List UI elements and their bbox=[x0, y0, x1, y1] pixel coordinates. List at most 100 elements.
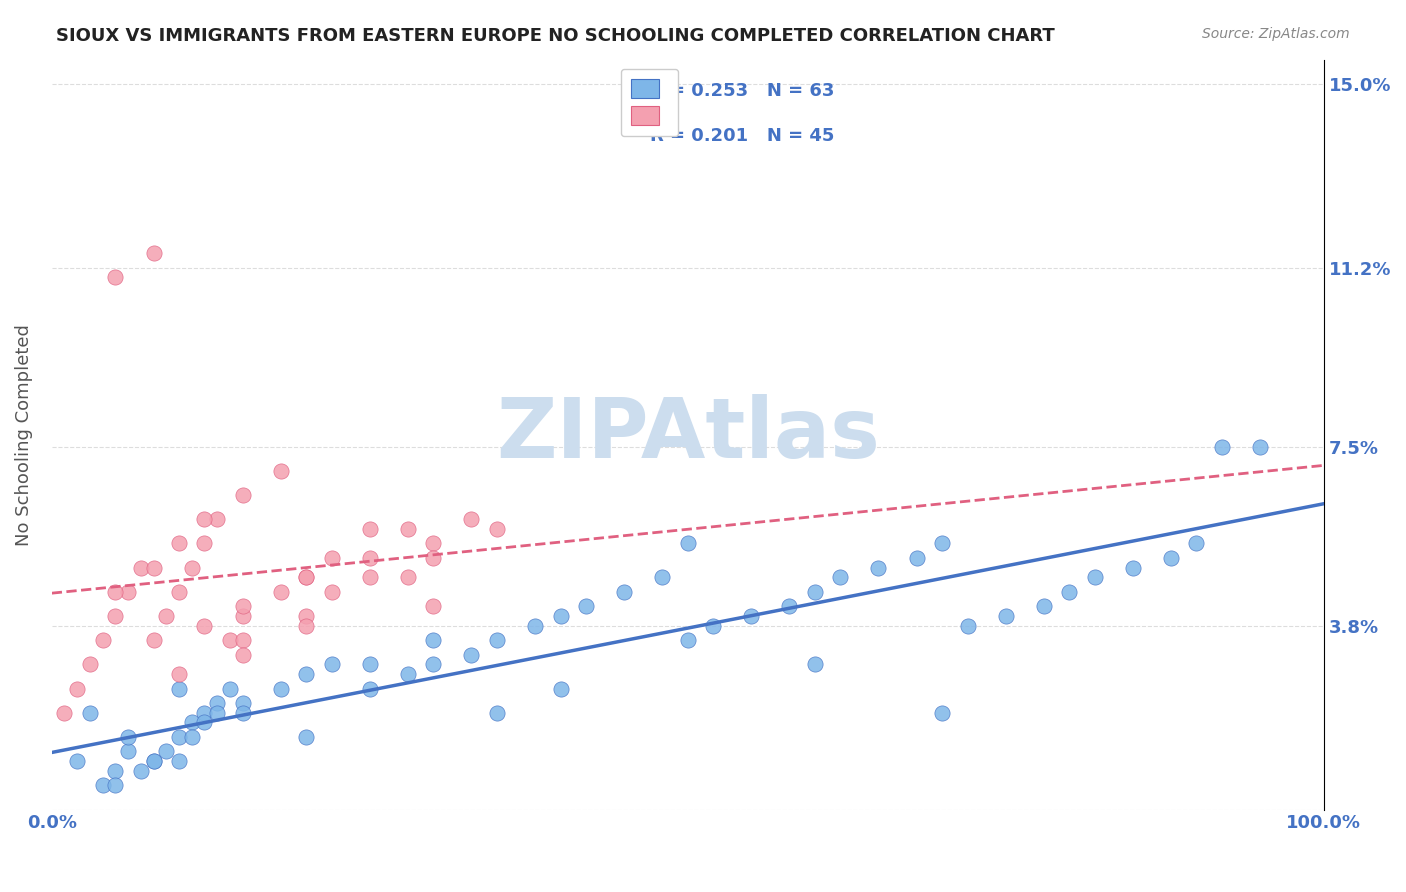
Point bbox=[231, 609, 253, 624]
Point bbox=[396, 667, 419, 681]
Point bbox=[167, 681, 190, 696]
Point bbox=[702, 618, 724, 632]
Point bbox=[142, 560, 165, 574]
Point bbox=[460, 512, 482, 526]
Point bbox=[79, 706, 101, 720]
Point bbox=[231, 599, 253, 614]
Point bbox=[905, 551, 928, 566]
Point bbox=[396, 570, 419, 584]
Text: R = 0.201   N = 45: R = 0.201 N = 45 bbox=[650, 127, 834, 145]
Point bbox=[155, 744, 177, 758]
Point bbox=[142, 246, 165, 260]
Point bbox=[167, 754, 190, 768]
Point bbox=[104, 270, 127, 285]
Point bbox=[117, 584, 139, 599]
Point bbox=[778, 599, 800, 614]
Point bbox=[270, 464, 292, 478]
Point bbox=[485, 706, 508, 720]
Point bbox=[321, 657, 343, 672]
Point bbox=[460, 648, 482, 662]
Text: SIOUX VS IMMIGRANTS FROM EASTERN EUROPE NO SCHOOLING COMPLETED CORRELATION CHART: SIOUX VS IMMIGRANTS FROM EASTERN EUROPE … bbox=[56, 27, 1054, 45]
Point bbox=[550, 609, 572, 624]
Point bbox=[676, 633, 699, 648]
Point bbox=[193, 618, 215, 632]
Point bbox=[193, 512, 215, 526]
Point bbox=[129, 560, 152, 574]
Point bbox=[295, 618, 318, 632]
Point bbox=[422, 657, 444, 672]
Point bbox=[295, 667, 318, 681]
Point bbox=[575, 599, 598, 614]
Point bbox=[295, 609, 318, 624]
Text: ZIPAtlas: ZIPAtlas bbox=[496, 394, 880, 475]
Point bbox=[740, 609, 762, 624]
Point bbox=[931, 536, 953, 550]
Point bbox=[104, 584, 127, 599]
Point bbox=[104, 609, 127, 624]
Point bbox=[205, 696, 228, 710]
Point bbox=[422, 536, 444, 550]
Point bbox=[651, 570, 673, 584]
Point bbox=[167, 536, 190, 550]
Point bbox=[129, 764, 152, 778]
Point bbox=[1122, 560, 1144, 574]
Point bbox=[91, 633, 114, 648]
Point bbox=[613, 584, 636, 599]
Point bbox=[868, 560, 890, 574]
Point bbox=[142, 754, 165, 768]
Point bbox=[359, 681, 381, 696]
Point bbox=[231, 696, 253, 710]
Point bbox=[117, 744, 139, 758]
Point bbox=[104, 778, 127, 792]
Point bbox=[422, 633, 444, 648]
Point bbox=[1084, 570, 1107, 584]
Point bbox=[167, 667, 190, 681]
Point bbox=[1249, 440, 1271, 454]
Point bbox=[524, 618, 547, 632]
Point bbox=[295, 730, 318, 744]
Y-axis label: No Schooling Completed: No Schooling Completed bbox=[15, 324, 32, 546]
Point bbox=[359, 551, 381, 566]
Point bbox=[91, 778, 114, 792]
Point bbox=[218, 633, 240, 648]
Point bbox=[270, 584, 292, 599]
Point bbox=[167, 584, 190, 599]
Point bbox=[142, 754, 165, 768]
Legend: , : , bbox=[620, 69, 679, 136]
Point bbox=[205, 512, 228, 526]
Point bbox=[931, 706, 953, 720]
Point bbox=[53, 706, 76, 720]
Point bbox=[66, 681, 89, 696]
Point bbox=[956, 618, 979, 632]
Point bbox=[193, 715, 215, 730]
Point bbox=[270, 681, 292, 696]
Point bbox=[295, 570, 318, 584]
Point bbox=[295, 570, 318, 584]
Point bbox=[422, 551, 444, 566]
Point bbox=[231, 706, 253, 720]
Point bbox=[676, 536, 699, 550]
Point bbox=[180, 730, 202, 744]
Point bbox=[218, 681, 240, 696]
Point bbox=[104, 764, 127, 778]
Point bbox=[994, 609, 1017, 624]
Point bbox=[205, 706, 228, 720]
Point bbox=[396, 522, 419, 536]
Point bbox=[117, 730, 139, 744]
Point bbox=[1211, 440, 1233, 454]
Text: Source: ZipAtlas.com: Source: ZipAtlas.com bbox=[1202, 27, 1350, 41]
Point bbox=[193, 706, 215, 720]
Point bbox=[359, 570, 381, 584]
Point bbox=[79, 657, 101, 672]
Point bbox=[231, 648, 253, 662]
Point bbox=[66, 754, 89, 768]
Point bbox=[1057, 584, 1080, 599]
Point bbox=[167, 730, 190, 744]
Point bbox=[231, 488, 253, 502]
Point bbox=[1160, 551, 1182, 566]
Point bbox=[485, 522, 508, 536]
Point bbox=[155, 609, 177, 624]
Point bbox=[804, 584, 827, 599]
Point bbox=[180, 715, 202, 730]
Point bbox=[422, 599, 444, 614]
